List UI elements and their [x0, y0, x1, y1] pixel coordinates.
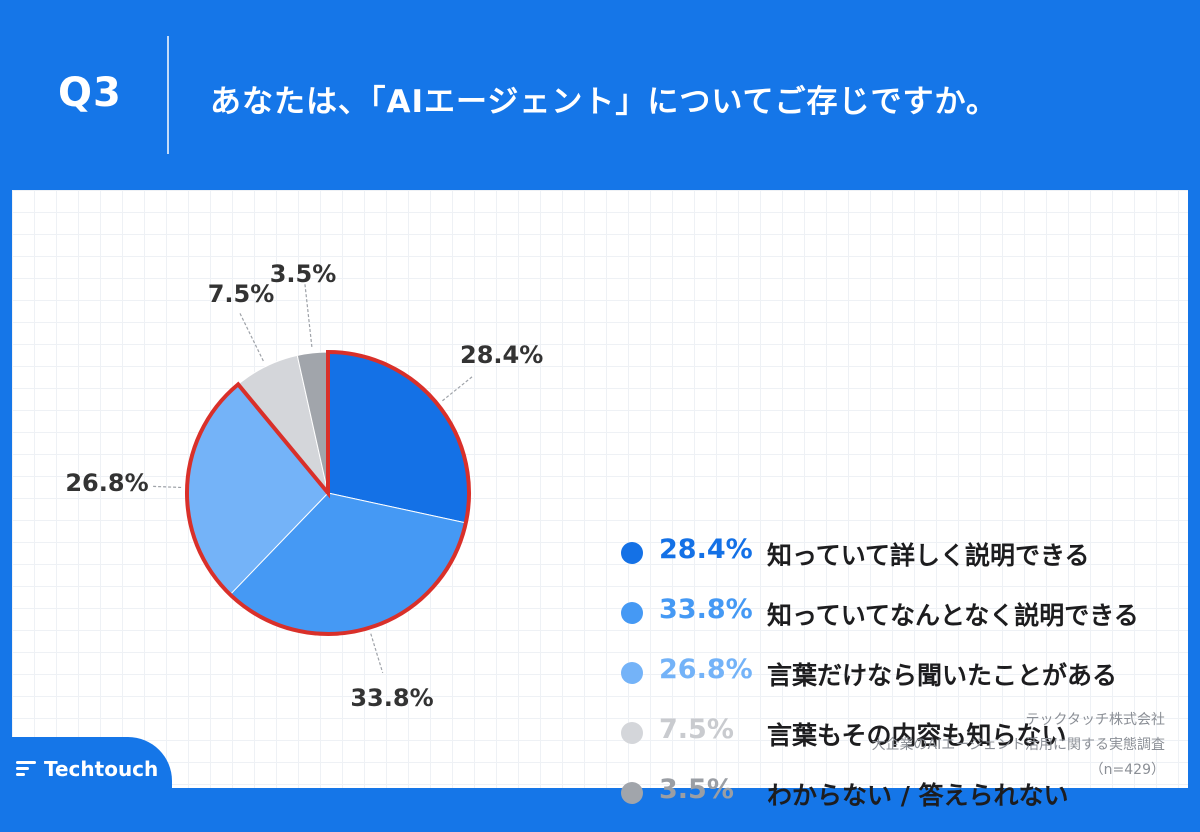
slice-label-2: 26.8% — [65, 469, 148, 497]
legend-label-1: 知っていてなんとなく説明できる — [767, 601, 1139, 630]
brand-badge: Techtouch — [0, 737, 172, 800]
leader-line-3 — [239, 313, 264, 362]
source-sample-size: （n=429） — [1089, 762, 1165, 778]
legend: 28.4% 知っていて詳しく説明できる 33.8% 知っていてなんとなく説明できる 26… — [609, 532, 1189, 832]
legend-dot-0 — [621, 542, 643, 564]
header-bar: Q3 あなたは、「AIエージェント」についてご存じですか。 — [0, 0, 1200, 190]
legend-item-3: 7.5% 言葉もその内容も知らない — [609, 712, 1189, 772]
legend-dot-1 — [621, 602, 643, 624]
legend-value-0: 28.4% — [659, 534, 753, 565]
legend-label-2: 言葉だけなら聞いたことがある — [767, 661, 1118, 690]
legend-item-0: 28.4% 知っていて詳しく説明できる — [609, 532, 1189, 592]
leader-line-4 — [304, 282, 313, 347]
legend-value-2: 26.8% — [659, 654, 753, 685]
techtouch-logo-icon — [16, 761, 36, 776]
slice-label-4: 3.5% — [270, 260, 337, 288]
source-note: テックタッチ株式会社 大企業のAIエージェント活用に関する実態調査 （n=429… — [872, 708, 1165, 783]
source-company: テックタッチ株式会社 — [1025, 712, 1165, 728]
slice-label-3: 7.5% — [208, 280, 275, 308]
legend-dot-2 — [621, 662, 643, 684]
legend-label-3: 言葉もその内容も知らない — [767, 721, 1067, 750]
slice-label-0: 28.4% — [460, 341, 543, 369]
legend-label-0: 知っていて詳しく説明できる — [767, 541, 1090, 570]
legend-item-1: 33.8% 知っていてなんとなく説明できる — [609, 592, 1189, 652]
leader-line-2 — [153, 485, 182, 489]
brand-name: Techtouch — [44, 757, 159, 781]
legend-value-4: 3.5% — [659, 774, 734, 805]
legend-item-2: 26.8% 言葉だけなら聞いたことがある — [609, 652, 1189, 712]
leader-line-0 — [442, 376, 473, 402]
highlight-outline — [185, 349, 471, 636]
slice-label-1: 33.8% — [350, 684, 433, 712]
header-divider — [167, 36, 169, 154]
legend-value-1: 33.8% — [659, 594, 753, 625]
pie-chart: 28.4% 33.8% 26.8% 7.5%3.5% — [65, 260, 543, 712]
legend-dot-3 — [621, 722, 643, 744]
chart-panel: 28.4% 33.8% 26.8% 7.5% 3.5% 28.4% 知っていて詳しく説明で… — [12, 190, 1188, 810]
question-title: あなたは、「AIエージェント」についてご存じですか。 — [210, 84, 998, 120]
legend-value-3: 7.5% — [659, 714, 734, 745]
legend-dot-4 — [621, 782, 643, 804]
source-survey: 大企業のAIエージェント活用に関する実態調査 — [871, 737, 1165, 753]
question-number: Q3 — [58, 70, 122, 116]
leader-line-1 — [370, 633, 384, 674]
